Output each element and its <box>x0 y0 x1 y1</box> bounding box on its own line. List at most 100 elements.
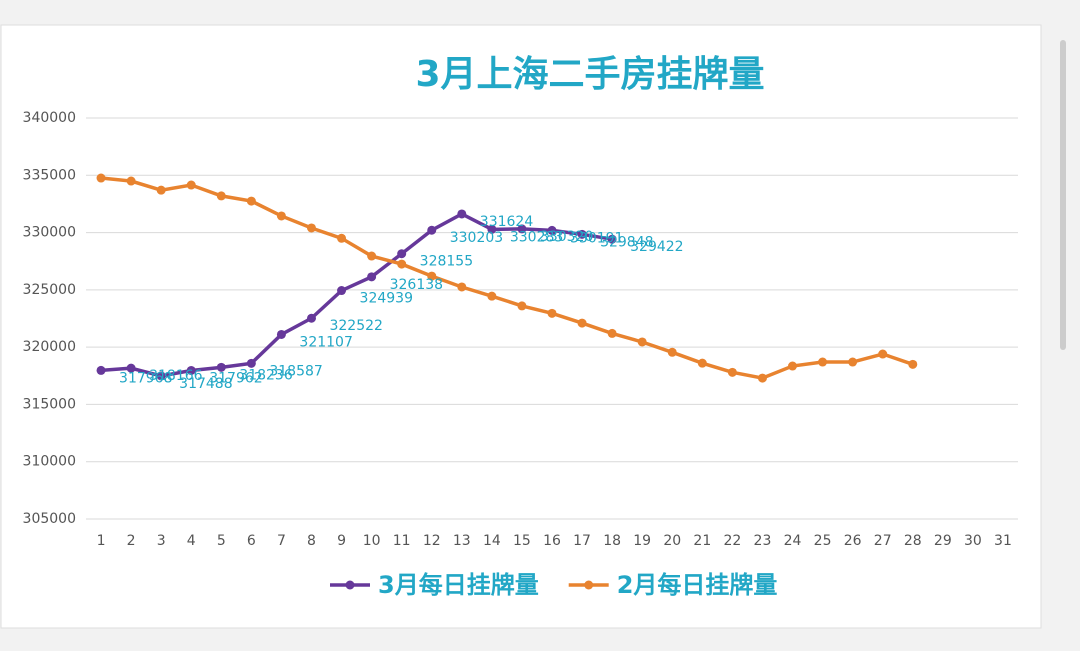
x-tick-label: 21 <box>693 533 711 549</box>
x-tick-label: 24 <box>784 533 802 549</box>
point <box>306 313 316 323</box>
point <box>276 211 286 221</box>
data-label: 318166 <box>149 368 203 384</box>
point <box>427 271 437 281</box>
data-label: 321107 <box>299 334 352 350</box>
data-label: 324939 <box>360 291 413 307</box>
y-tick-label: 335000 <box>23 167 76 183</box>
point <box>216 191 226 201</box>
point <box>427 225 437 235</box>
point <box>818 357 828 367</box>
point <box>156 371 166 381</box>
y-tick-label: 325000 <box>23 282 76 298</box>
point <box>397 249 407 259</box>
point <box>276 329 286 339</box>
x-tick-label: 23 <box>754 533 772 549</box>
data-label: 330283 <box>510 229 563 245</box>
x-tick-label: 3 <box>157 533 166 549</box>
x-tick-label: 16 <box>543 533 561 549</box>
point <box>487 224 497 234</box>
legend-label: 3月每日挂牌量 <box>378 571 539 599</box>
y-tick-label: 315000 <box>23 396 76 412</box>
data-label: 328155 <box>420 254 473 270</box>
x-tick-label: 4 <box>187 533 196 549</box>
point <box>186 365 196 375</box>
point <box>337 286 347 296</box>
point <box>607 328 617 338</box>
y-tick-label: 330000 <box>23 225 76 241</box>
chart-title: 3月上海二手房挂牌量 <box>415 54 764 95</box>
x-tick-label: 25 <box>814 533 832 549</box>
x-tick-label: 26 <box>844 533 862 549</box>
x-tick-label: 22 <box>723 533 741 549</box>
x-tick-label: 7 <box>277 533 286 549</box>
point <box>457 209 467 219</box>
point <box>246 196 256 206</box>
data-label: 330203 <box>450 230 503 246</box>
data-label: 317968 <box>119 370 172 386</box>
x-tick-label: 11 <box>393 533 411 549</box>
data-label: 329422 <box>630 239 683 255</box>
point <box>96 365 106 375</box>
x-tick-label: 15 <box>513 533 531 549</box>
x-tick-label: 30 <box>964 533 982 549</box>
point <box>337 233 347 243</box>
y-tick-label: 305000 <box>23 511 76 527</box>
x-tick-label: 10 <box>363 533 381 549</box>
point <box>126 363 136 373</box>
point <box>607 234 617 244</box>
point <box>878 349 888 359</box>
point <box>788 361 798 371</box>
point <box>216 362 226 372</box>
point <box>667 347 677 357</box>
point <box>908 359 918 369</box>
x-tick-label: 6 <box>247 533 256 549</box>
y-tick-label: 340000 <box>23 110 76 126</box>
legend-swatch <box>584 580 594 590</box>
point <box>457 282 467 292</box>
data-label: 330320 <box>540 229 593 245</box>
y-tick-label: 310000 <box>23 454 76 470</box>
x-tick-label: 14 <box>483 533 501 549</box>
legend-label: 2月每日挂牌量 <box>617 571 778 599</box>
data-label: 331624 <box>480 214 534 230</box>
x-tick-label: 31 <box>994 533 1012 549</box>
x-tick-label: 18 <box>603 533 621 549</box>
data-label: 330191 <box>570 230 623 246</box>
point <box>517 301 527 311</box>
point <box>156 185 166 195</box>
point <box>547 225 557 235</box>
x-tick-label: 19 <box>633 533 651 549</box>
point <box>186 180 196 190</box>
point <box>727 367 737 377</box>
point <box>96 173 106 183</box>
point <box>126 176 136 186</box>
data-label: 317962 <box>209 370 262 386</box>
x-tick-label: 20 <box>663 533 681 549</box>
point <box>306 223 316 233</box>
x-tick-label: 12 <box>423 533 441 549</box>
point <box>547 308 557 318</box>
legend-swatch <box>345 580 355 590</box>
line <box>100 211 613 378</box>
x-tick-label: 29 <box>934 533 952 549</box>
point <box>697 358 707 368</box>
x-tick-label: 5 <box>217 533 226 549</box>
point <box>757 373 767 383</box>
data-label: 322522 <box>329 318 382 334</box>
data-label: 318236 <box>239 367 293 383</box>
x-tick-label: 8 <box>307 533 316 549</box>
point <box>397 259 407 269</box>
point <box>487 291 497 301</box>
scrollbar <box>1060 40 1066 350</box>
x-tick-label: 9 <box>337 533 346 549</box>
point <box>517 224 527 234</box>
point <box>367 272 377 282</box>
x-tick-label: 17 <box>573 533 591 549</box>
point <box>637 337 647 347</box>
point <box>577 229 587 239</box>
y-tick-label: 320000 <box>23 339 76 355</box>
point <box>848 357 858 367</box>
point <box>367 251 377 261</box>
